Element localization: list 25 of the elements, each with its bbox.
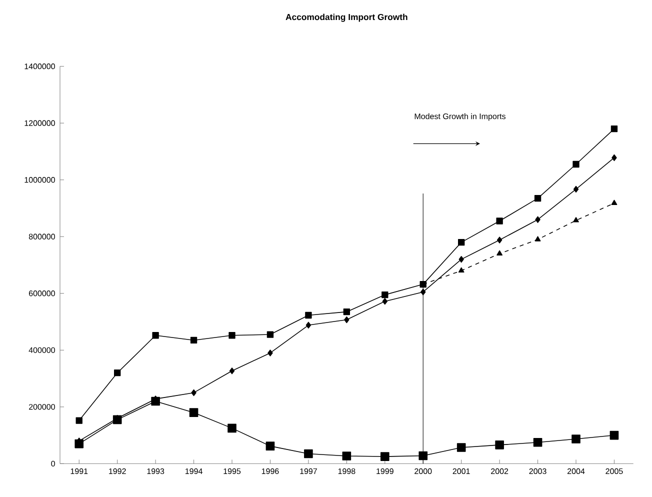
x-tick-label: 2005 xyxy=(606,468,623,474)
x-tick-label: 1998 xyxy=(338,468,356,474)
y-tick-label: 1400000 xyxy=(24,64,55,70)
y-tick-label: 800000 xyxy=(28,234,55,240)
chart-title: Accomodating Import Growth xyxy=(286,14,408,22)
x-tick-label: 1995 xyxy=(224,468,241,474)
x-tick-label: 1992 xyxy=(109,468,126,474)
x-tick-label: 1999 xyxy=(376,468,394,474)
y-tick-label: 1000000 xyxy=(24,177,55,183)
y-tick-label: 1200000 xyxy=(24,120,55,126)
x-tick-label: 2003 xyxy=(529,468,546,474)
x-tick-label: 1993 xyxy=(147,468,164,474)
x-tick-label: 1991 xyxy=(70,468,88,474)
x-tick-label: 1994 xyxy=(185,468,202,474)
x-tick-label: 2004 xyxy=(568,468,585,474)
y-tick-label: 200000 xyxy=(28,404,55,410)
x-tick-label: 2002 xyxy=(491,468,508,474)
y-tick-label: 400000 xyxy=(28,347,55,353)
x-tick-label: 1996 xyxy=(262,468,279,474)
x-tick-label: 1997 xyxy=(300,468,317,474)
y-tick-label: 0 xyxy=(51,460,55,467)
x-tick-label: 2001 xyxy=(452,468,470,474)
x-tick-label: 2000 xyxy=(414,468,432,474)
annotation: Modest Growth in Imports xyxy=(414,113,506,121)
y-tick-label: 600000 xyxy=(28,290,55,296)
